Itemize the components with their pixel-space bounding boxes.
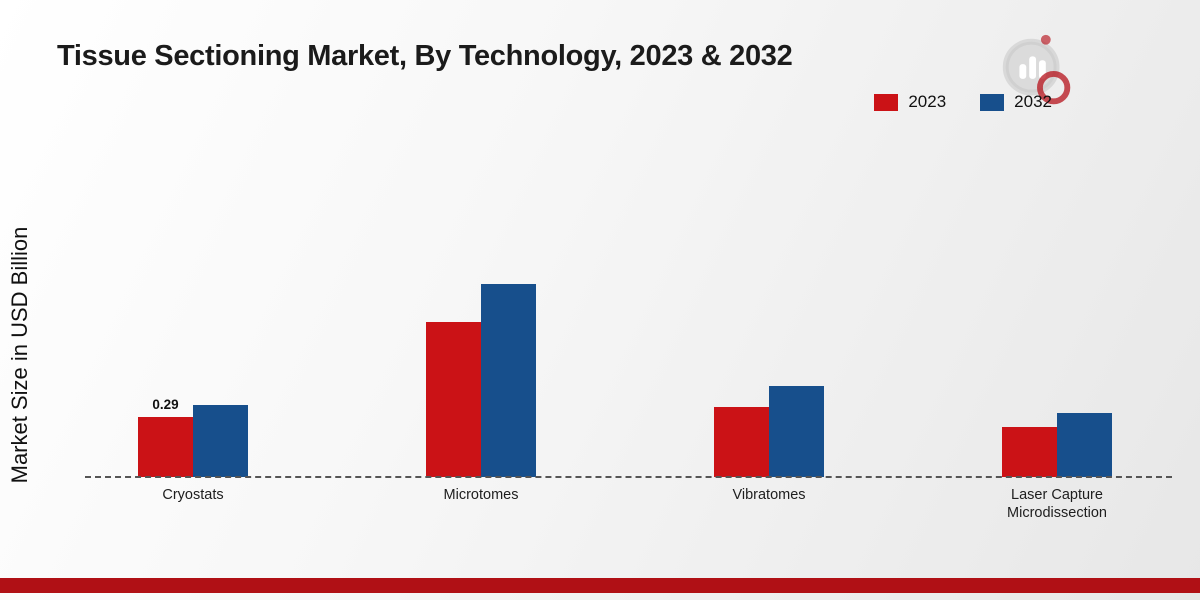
- y-axis-label: Market Size in USD Billion: [7, 226, 32, 484]
- brand-logo-icon: [1002, 34, 1071, 105]
- bar-group-laser-capture-microdissection: Laser Capture Microdissection: [977, 413, 1137, 521]
- legend-label-2032: 2032: [1014, 92, 1052, 111]
- bar-2023-laser-capture-microdissection: [1002, 427, 1057, 477]
- bar-2032-laser-capture-microdissection: [1057, 413, 1112, 477]
- bar-value-label-cryostats-2023: 0.29: [152, 397, 179, 412]
- bar-2023-cryostats: 0.29: [138, 397, 193, 477]
- category-label-cryostats: Cryostats: [113, 486, 273, 504]
- category-label-text-laser-capture-microdissection: Laser Capture Microdissection: [1007, 487, 1107, 522]
- plot-area: 0.29 Cryostats Microtomes Vibratomes Laser C…: [85, 137, 1172, 521]
- category-label-microtomes: Microtomes: [401, 486, 561, 504]
- x-axis-baseline: [85, 476, 1172, 478]
- bar-2032-vibratomes: [769, 386, 824, 477]
- category-label-text-vibratomes: Vibratomes: [732, 487, 806, 503]
- category-label-vibratomes: Vibratomes: [689, 486, 849, 504]
- bar-2023-vibratomes: [714, 407, 769, 477]
- legend: 2023 2032: [874, 92, 1052, 112]
- bar-group-vibratomes: Vibratomes: [689, 386, 849, 503]
- category-label-text-microtomes: Microtomes: [443, 487, 519, 503]
- legend-item-2032: 2032: [980, 92, 1052, 112]
- bar-group-microtomes: Microtomes: [401, 284, 561, 503]
- bar-2023-microtomes: [426, 322, 481, 477]
- bar-2032-cryostats: [193, 405, 248, 477]
- legend-item-2023: 2023: [874, 92, 946, 112]
- chart-title: Tissue Sectioning Market, By Technology,…: [57, 40, 793, 72]
- legend-swatch-2023: [874, 93, 899, 111]
- category-label-laser-capture-microdissection: Laser Capture Microdissection: [977, 486, 1137, 522]
- legend-label-2023: 2023: [908, 92, 947, 111]
- bar-2032-microtomes: [481, 284, 536, 477]
- category-label-text-cryostats: Cryostats: [162, 487, 224, 503]
- bar-group-cryostats: 0.29 Cryostats: [113, 397, 273, 503]
- bottom-brand-band: [0, 578, 1200, 593]
- legend-swatch-2032: [980, 93, 1005, 111]
